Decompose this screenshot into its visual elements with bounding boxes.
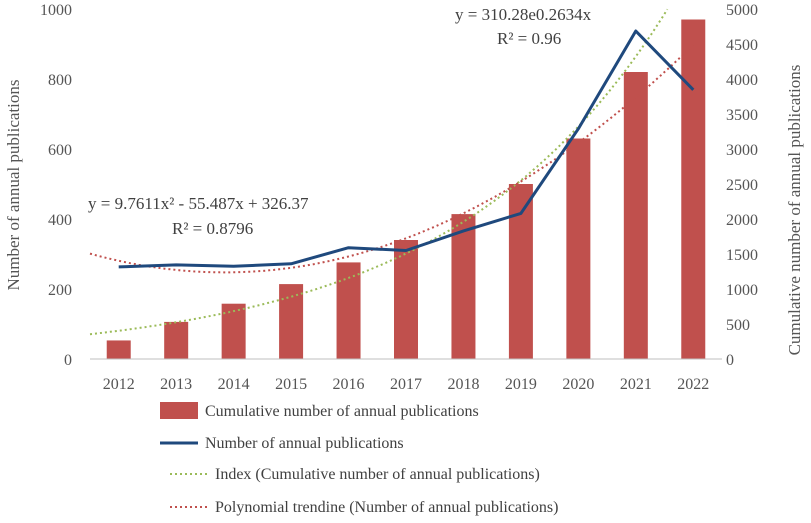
exp-equation-label: y = 310.28e0.2634x	[455, 5, 592, 24]
y-right-tick-500: 500	[726, 317, 750, 334]
y-left-axis-title: Number of annual publications	[4, 79, 23, 290]
y-right-tick-0: 0	[726, 352, 734, 369]
trendlines-layer	[89, 8, 694, 336]
legend-label-line: Number of annual publications	[205, 435, 404, 452]
poly-equation-label: y = 9.7611x² - 55.487x + 326.37	[88, 194, 309, 213]
legend-label-exp-trend: Index (Cumulative number of annual publi…	[215, 466, 540, 483]
y-right-tick-1500: 1500	[726, 247, 758, 264]
poly-trendline	[89, 44, 694, 274]
y-right-tick-2000: 2000	[726, 212, 758, 229]
y-right-tick-5000: 5000	[726, 2, 758, 19]
y-left-tick-400: 400	[48, 212, 72, 229]
legend-item-exp-trend: Index (Cumulative number of annual publi…	[170, 466, 540, 483]
y-right-tick-4000: 4000	[726, 72, 758, 89]
x-tick-2017: 2017	[390, 376, 422, 393]
y-right-axis-title: Cumulative number of annual publications	[785, 65, 804, 356]
legend: Cumulative number of annual publications…	[160, 402, 558, 516]
bar-2015	[279, 284, 304, 359]
y-right-tick-3000: 3000	[726, 142, 758, 159]
bar-2013	[164, 321, 189, 359]
exp-r2-label: R² = 0.96	[497, 29, 561, 48]
y-left-tick-800: 800	[48, 72, 72, 89]
legend-item-poly-trend: Polynomial trendine (Number of annual pu…	[170, 499, 558, 516]
x-tick-2018: 2018	[447, 376, 479, 393]
bar-2019	[508, 184, 533, 359]
bar-2021	[623, 72, 648, 359]
legend-label-bars: Cumulative number of annual publications	[205, 403, 479, 420]
y-left-tick-labels: 0 200 400 600 800 1000	[40, 2, 72, 369]
x-tick-2019: 2019	[505, 376, 537, 393]
x-tick-2021: 2021	[620, 376, 652, 393]
bar-2012	[106, 340, 131, 359]
legend-label-poly-trend: Polynomial trendine (Number of annual pu…	[215, 499, 558, 516]
y-right-tick-1000: 1000	[726, 282, 758, 299]
lines-layer	[118, 29, 695, 269]
y-right-tick-4500: 4500	[726, 37, 758, 54]
y-right-tick-2500: 2500	[726, 177, 758, 194]
bar-2018	[451, 214, 476, 359]
y-left-tick-0: 0	[64, 352, 72, 369]
x-tick-labels: 2012 2013 2014 2015 2016 2017 2018 2019 2020 2021…	[103, 376, 710, 393]
y-left-tick-1000: 1000	[40, 2, 72, 19]
x-tick-2020: 2020	[562, 376, 594, 393]
poly-r2-label: R² = 0.8796	[172, 219, 253, 238]
x-tick-2016: 2016	[333, 376, 365, 393]
bar-2017	[394, 240, 418, 359]
legend-swatch-bars	[160, 402, 198, 419]
x-tick-2015: 2015	[275, 376, 307, 393]
bar-2014	[221, 303, 246, 359]
bar-2022	[681, 19, 706, 359]
y-left-tick-200: 200	[48, 282, 72, 299]
legend-item-bars: Cumulative number of annual publications	[160, 402, 479, 420]
annual-publications-line	[118, 29, 695, 269]
legend-item-line: Number of annual publications	[160, 435, 404, 452]
x-tick-2014: 2014	[218, 376, 250, 393]
y-right-tick-3500: 3500	[726, 107, 758, 124]
bars-layer	[106, 19, 706, 359]
bar-2020	[566, 138, 591, 359]
x-tick-2013: 2013	[160, 376, 192, 393]
x-tick-2012: 2012	[103, 376, 135, 393]
y-right-tick-labels: 0 500 1000 1500 2000 2500 3000 3500 4000 4500 5000	[726, 2, 758, 369]
x-tick-2022: 2022	[677, 376, 709, 393]
y-left-tick-600: 600	[48, 142, 72, 159]
